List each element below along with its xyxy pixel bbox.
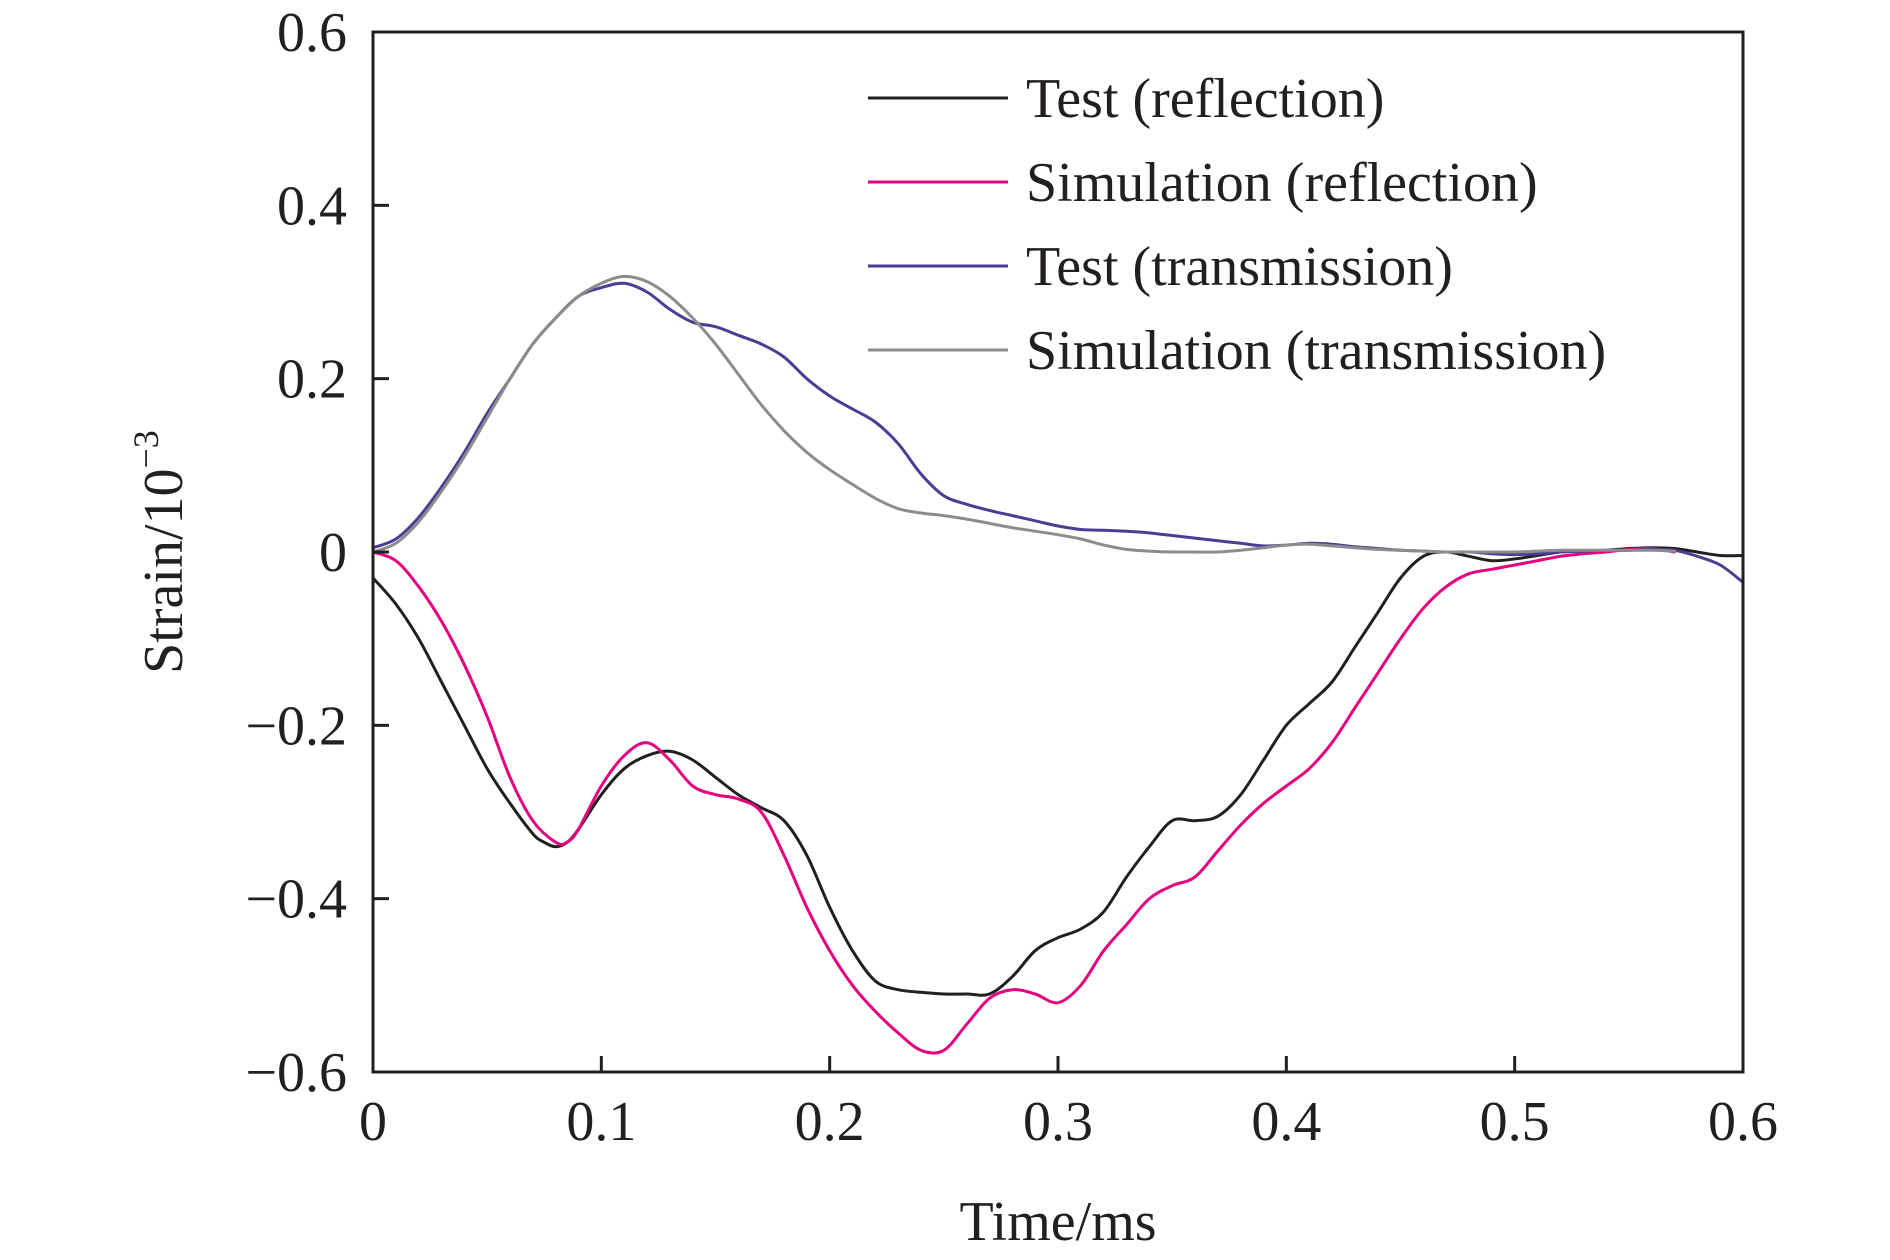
x-tick-label: 0: [359, 1091, 387, 1153]
series-layer: [371, 274, 1745, 1055]
x-tick-label: 0.5: [1480, 1091, 1550, 1153]
series-line-3: [371, 281, 1745, 584]
y-tick-label: 0: [319, 522, 347, 584]
y-tick-label: −0.2: [245, 695, 347, 757]
legend-label-3: Test (transmission): [1026, 236, 1453, 298]
y-tick-label: 0.6: [277, 2, 347, 64]
y-tick-label: 0.2: [277, 349, 347, 411]
y-axis-label-exponent: −3: [126, 430, 166, 468]
legend-label-2: Simulation (reflection): [1026, 152, 1538, 214]
legend: Test (reflection) Simulation (reflection)…: [868, 68, 1606, 382]
y-tick-label: −0.6: [245, 1042, 347, 1104]
legend-label-1: Test (reflection): [1026, 68, 1384, 130]
x-tick-label: 0.6: [1708, 1091, 1778, 1153]
series-line-1: [371, 546, 1745, 997]
y-axis-label-base: Strain/10: [133, 468, 195, 673]
y-axis-label: Strain/10−3: [126, 430, 195, 674]
series-line-2: [371, 546, 1676, 1055]
x-tick-label: 0.1: [566, 1091, 636, 1153]
series-line-4: [371, 274, 1676, 554]
y-tick-label: −0.4: [245, 869, 347, 931]
x-tick-label: 0.4: [1251, 1091, 1321, 1153]
x-axis-label: Time/ms: [959, 1191, 1156, 1253]
tick-layer: 0 0.1 0.2 0.3 0.4 0.5 0.6 −0.6 −0.4 −0.2 0 0.2 0.4 0.…: [245, 2, 1778, 1153]
x-tick-label: 0.2: [795, 1091, 865, 1153]
y-tick-label: 0.4: [277, 175, 347, 237]
x-tick-label: 0.3: [1023, 1091, 1093, 1153]
legend-label-4: Simulation (transmission): [1026, 320, 1606, 382]
